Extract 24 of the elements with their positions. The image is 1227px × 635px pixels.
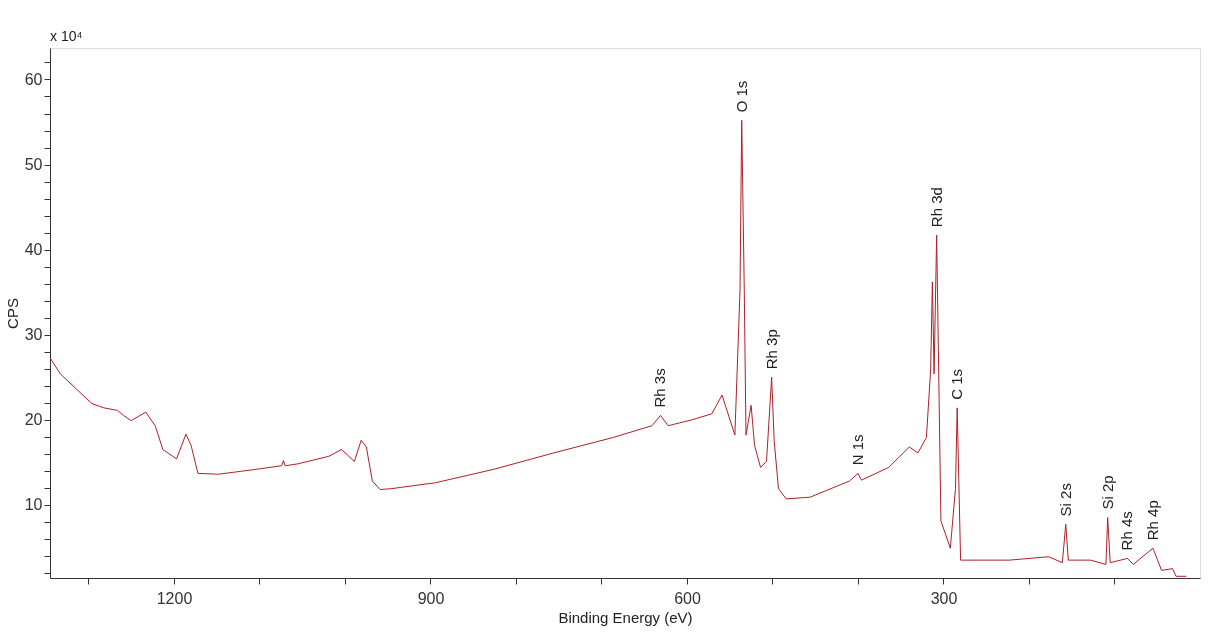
x-tick-label: 600 xyxy=(674,589,701,607)
annotation: Rh 4s xyxy=(1118,511,1136,551)
annotation: Si 2s xyxy=(1056,483,1074,517)
annotation: Si 2p xyxy=(1098,475,1116,510)
annotation: C 1s xyxy=(948,369,966,400)
x-tick-label: 1200 xyxy=(156,589,193,607)
annotation: Rh 3d xyxy=(927,187,945,228)
y-tick-label: 50 xyxy=(24,156,43,174)
x-axis-title: Binding Energy (eV) xyxy=(558,608,693,626)
line-series xyxy=(49,119,1187,577)
annotation: O 1s xyxy=(732,80,750,113)
y-tick-label: 10 xyxy=(24,496,43,514)
y-axis-title: CPS xyxy=(3,298,21,329)
y-tick-label: 20 xyxy=(24,411,43,429)
y-tick-label: 60 xyxy=(24,70,43,88)
annotation: Rh 3p xyxy=(762,329,780,370)
annotation: N 1s xyxy=(848,434,866,466)
y-tick-label: 30 xyxy=(24,326,43,344)
annotation: Rh 4p xyxy=(1143,500,1161,541)
y-tick-label: 40 xyxy=(24,241,43,259)
annotation: Rh 3s xyxy=(651,368,669,408)
x-tick-label: 900 xyxy=(417,589,445,607)
text: x 10⁴ xyxy=(50,28,83,44)
x-tick-label: 300 xyxy=(930,589,958,607)
